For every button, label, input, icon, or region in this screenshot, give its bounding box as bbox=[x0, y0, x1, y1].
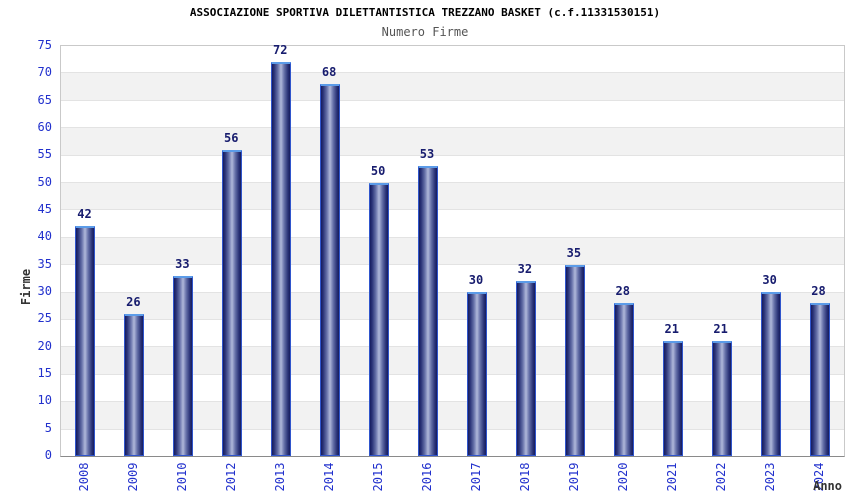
x-tick-label: 2023 bbox=[762, 462, 777, 492]
bar-value-label: 56 bbox=[224, 130, 239, 145]
bar-value-label: 35 bbox=[566, 245, 582, 260]
x-tick-label: 2009 bbox=[126, 462, 141, 492]
bar-2008 bbox=[75, 226, 96, 456]
x-tick-label: 2016 bbox=[420, 462, 435, 492]
bar-2024 bbox=[809, 302, 830, 456]
x-tick-label: 2021 bbox=[664, 462, 679, 492]
y-tick-label: 20 bbox=[37, 338, 52, 353]
chart-title: ASSOCIAZIONE SPORTIVA DILETTANTISTICA TR… bbox=[189, 6, 661, 19]
x-tick-label: 2010 bbox=[175, 462, 190, 492]
y-tick-label: 40 bbox=[37, 229, 52, 244]
bar-value-label: 50 bbox=[370, 163, 386, 178]
bar-2015 bbox=[369, 182, 390, 456]
bar-2014 bbox=[320, 84, 341, 456]
y-tick-label: 55 bbox=[37, 147, 52, 162]
y-axis-label: Firme bbox=[19, 268, 33, 306]
grid-band bbox=[61, 46, 844, 74]
bar-value-label: 21 bbox=[664, 322, 679, 337]
bar-2010 bbox=[173, 275, 194, 456]
x-tick-label: 2013 bbox=[273, 462, 288, 492]
bar-2021 bbox=[662, 341, 683, 456]
y-tick-label: 45 bbox=[37, 202, 52, 216]
bar-value-label: 53 bbox=[419, 147, 435, 162]
y-tick-label: 5 bbox=[44, 420, 52, 435]
y-tick-label: 50 bbox=[37, 174, 52, 189]
grid-band bbox=[61, 210, 844, 238]
bar-2022 bbox=[711, 341, 732, 456]
y-tick-label: 70 bbox=[37, 65, 52, 80]
grid-band bbox=[61, 155, 844, 184]
y-tick-label: 15 bbox=[37, 366, 52, 380]
bar-2019 bbox=[564, 264, 585, 456]
bar-value-label: 26 bbox=[126, 294, 141, 309]
y-tick-label: 25 bbox=[37, 311, 52, 326]
bar-2020 bbox=[613, 302, 634, 456]
bar-2012 bbox=[222, 149, 243, 456]
bar-value-label: 68 bbox=[321, 65, 337, 80]
y-tick-label: 60 bbox=[37, 120, 52, 134]
plot-area bbox=[60, 45, 845, 457]
bar-2018 bbox=[515, 281, 536, 456]
bar-value-label: 28 bbox=[615, 283, 630, 298]
y-tick-label: 35 bbox=[37, 256, 52, 271]
y-tick-label: 10 bbox=[37, 393, 52, 408]
y-tick-label: 65 bbox=[37, 92, 52, 107]
grid-band bbox=[61, 100, 844, 129]
bar-value-label: 30 bbox=[468, 273, 484, 287]
bar-value-label: 28 bbox=[811, 283, 826, 298]
bar-value-label: 42 bbox=[77, 207, 92, 222]
x-tick-label: 2012 bbox=[224, 462, 239, 492]
bar-2009 bbox=[124, 313, 145, 456]
x-tick-label: 2015 bbox=[371, 462, 386, 492]
x-tick-label: 2018 bbox=[517, 462, 532, 492]
x-tick-label: 2020 bbox=[615, 462, 630, 492]
x-tick-label: 2017 bbox=[468, 462, 483, 492]
chart-subtitle: Numero Firme bbox=[381, 25, 469, 39]
bar-value-label: 32 bbox=[517, 262, 533, 277]
grid-band bbox=[61, 183, 844, 211]
x-tick-label: 2008 bbox=[77, 462, 92, 492]
grid-band bbox=[61, 73, 844, 101]
y-tick-label: 0 bbox=[44, 448, 52, 462]
y-tick-label: 75 bbox=[37, 38, 52, 52]
bar-2023 bbox=[760, 292, 781, 456]
x-axis-label: Anno bbox=[813, 479, 842, 493]
bar-value-label: 21 bbox=[713, 322, 728, 337]
x-tick-label: 2014 bbox=[322, 462, 337, 492]
bar-value-label: 30 bbox=[762, 273, 777, 287]
bar-2016 bbox=[418, 166, 439, 456]
grid-band bbox=[61, 237, 844, 266]
bar-value-label: 33 bbox=[175, 256, 190, 271]
bar-value-label: 72 bbox=[272, 43, 288, 58]
x-tick-label: 2022 bbox=[713, 462, 728, 492]
y-tick-label: 30 bbox=[37, 284, 52, 298]
bar-2017 bbox=[466, 292, 487, 456]
bar-2013 bbox=[271, 62, 292, 456]
grid-band bbox=[61, 128, 844, 156]
x-tick-label: 2019 bbox=[566, 462, 581, 492]
